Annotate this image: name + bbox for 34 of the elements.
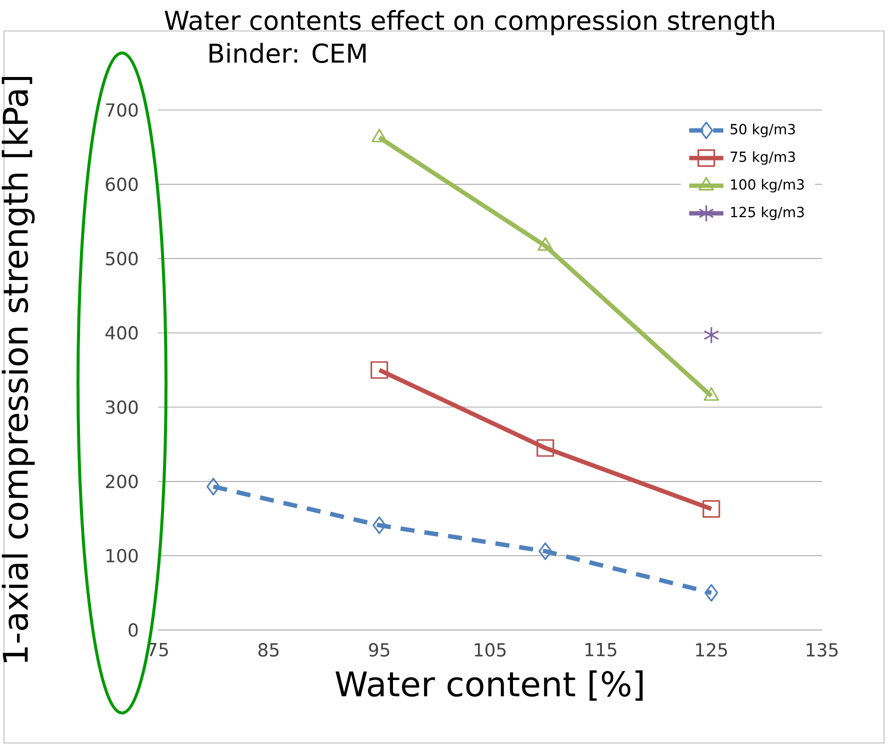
point <box>372 516 386 534</box>
point <box>536 439 554 457</box>
point <box>704 326 720 344</box>
y-tick-label: 600 <box>106 177 138 192</box>
x-tick-label: 75 <box>148 643 168 656</box>
legend-label: 100 kg/m3 <box>731 178 804 192</box>
y-tick-label: 500 <box>106 252 138 266</box>
y-tick-label: 400 <box>105 326 138 340</box>
x-tick-label: 85 <box>258 643 279 657</box>
legend-label: 125 kg/m3 <box>731 206 804 220</box>
x-tick-label: 115 <box>585 643 616 656</box>
point <box>704 387 720 401</box>
y-tick-label: 300 <box>106 400 138 414</box>
y-tick-label: 200 <box>106 474 138 488</box>
point <box>370 361 388 379</box>
y-axis-title: 1-axial compression strength [kPa] <box>2 76 35 662</box>
point <box>538 542 552 560</box>
point <box>538 237 554 251</box>
chart-subtitle: Binder: CEM <box>210 42 366 64</box>
point <box>206 478 220 496</box>
point <box>702 500 720 518</box>
x-tick-label: 95 <box>369 643 390 657</box>
legend-label: 75 kg/m3 <box>730 151 795 165</box>
x-tick-label: 105 <box>474 643 506 657</box>
x-axis-title: Water content [%] <box>336 670 643 701</box>
point <box>372 128 388 142</box>
legend-label: 50 kg/m3 <box>730 124 795 138</box>
y-tick-label: 700 <box>106 103 138 117</box>
y-tick-label: 100 <box>106 548 138 563</box>
point <box>704 584 718 602</box>
x-tick-label: 135 <box>806 643 838 657</box>
y-tick-label: 0 <box>128 623 138 637</box>
x-tick-label: 125 <box>696 643 727 657</box>
chart-title: Water contents effect on compression strength <box>164 10 774 36</box>
